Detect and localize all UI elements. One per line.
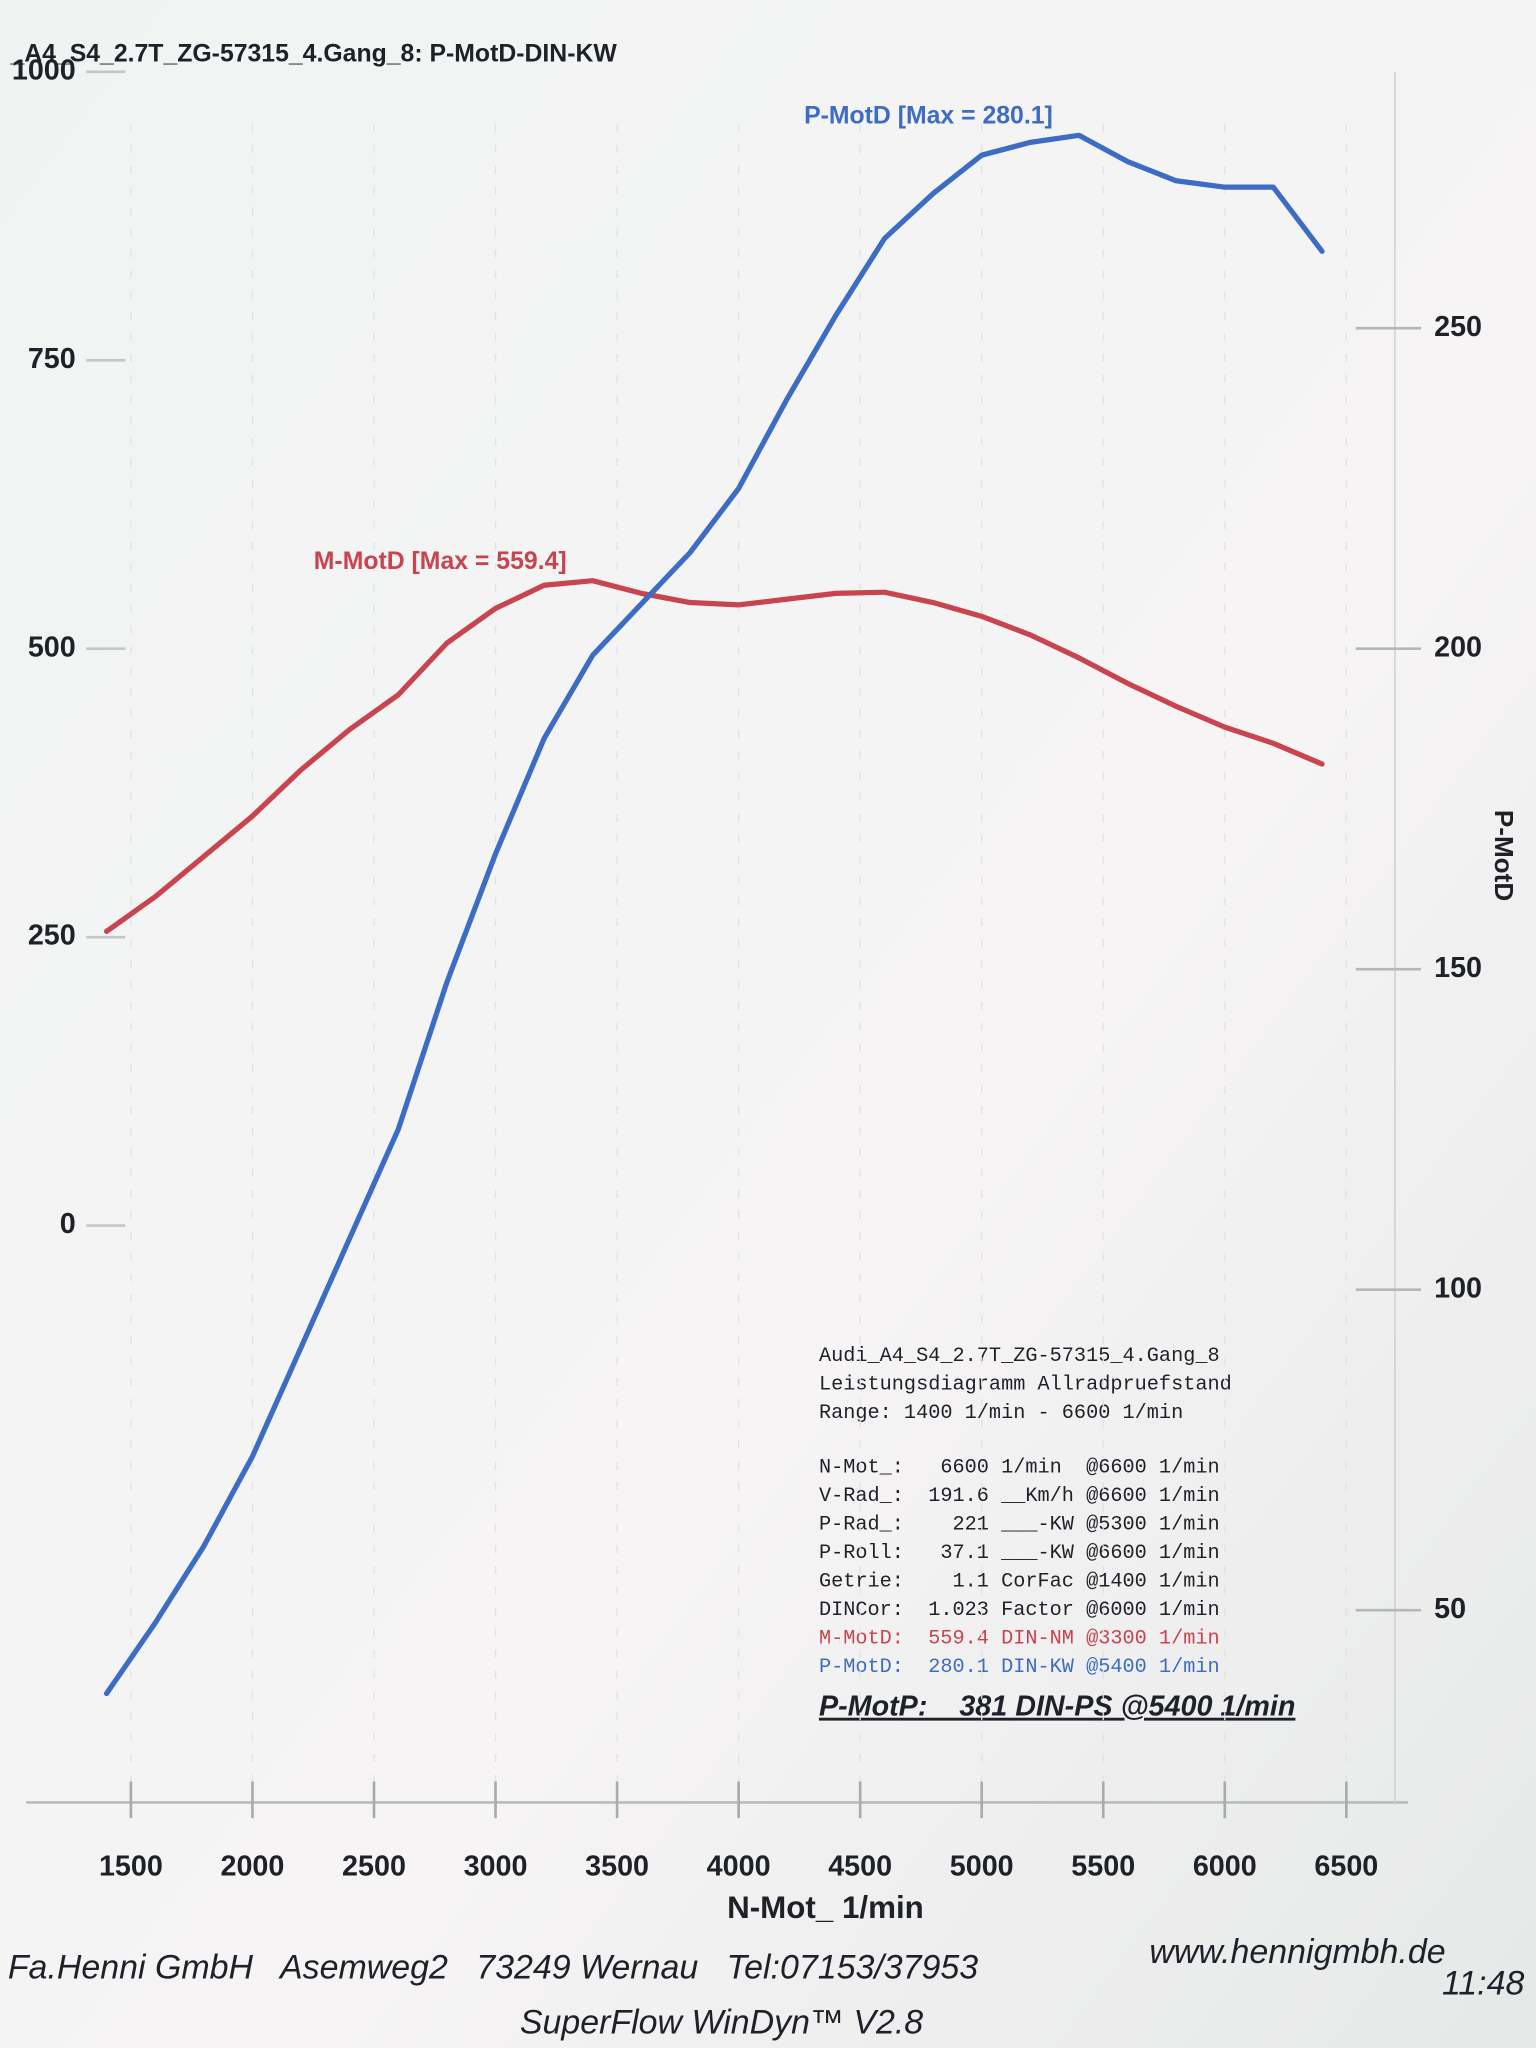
info-line: DINCor: 1.023 Factor @6000 1/min: [819, 1599, 1220, 1622]
info-box: Audi_A4_S4_2.7T_ZG-57315_4.Gang_8 Leistun…: [819, 1345, 1295, 1723]
x-tick-label: 1500: [99, 1850, 163, 1882]
x-tick-label: 5000: [950, 1850, 1014, 1882]
footer-url: www.hennigmbh.de: [1149, 1933, 1445, 1971]
x-tick-label: 4500: [828, 1850, 892, 1882]
x-axis-label: N-Mot_ 1/min: [727, 1890, 924, 1925]
y-tick-label: 500: [28, 631, 76, 663]
summary: P-MotP: 381 DIN-PS @5400 1/min: [819, 1691, 1295, 1723]
annotation: P-MotD [Max = 280.1]: [804, 103, 1053, 130]
y2-tick-label: 250: [1434, 311, 1482, 343]
info-line: Leistungsdiagramm Allradpruefstand: [819, 1374, 1232, 1397]
y-tick-label: 1000: [12, 54, 76, 86]
info-line: V-Rad_: 191.6 __Km/h @6600 1/min: [819, 1485, 1220, 1508]
y-tick-label: 0: [60, 1208, 76, 1240]
footer-time: 11:48: [1442, 1964, 1525, 2002]
x-tick-label: 3500: [585, 1850, 649, 1882]
info-line: N-Mot_: 6600 1/min @6600 1/min: [819, 1457, 1220, 1480]
x-tick-label: 4000: [707, 1850, 771, 1882]
footer-software: SuperFlow WinDyn™ V2.8: [520, 2003, 923, 2041]
info-line: Audi_A4_S4_2.7T_ZG-57315_4.Gang_8: [819, 1345, 1220, 1368]
info-line: P-Roll: 37.1 ___-KW @6600 1/min: [819, 1542, 1220, 1565]
y2-tick-label: 100: [1434, 1272, 1482, 1304]
x-tick-label: 5500: [1071, 1850, 1135, 1882]
info-line: P-MotD: 280.1 DIN-KW @5400 1/min: [819, 1656, 1220, 1679]
x-tick-label: 2500: [342, 1850, 406, 1882]
info-line: P-Rad_: 221 ___-KW @5300 1/min: [819, 1514, 1220, 1537]
footer-address: Fa.Henni GmbH Asemweg2 73249 Wernau Tel:…: [8, 1949, 978, 1987]
info-line: Getrie: 1.1 CorFac @1400 1/min: [819, 1571, 1220, 1594]
y2-tick-label: 200: [1434, 631, 1482, 663]
info-line: M-MotD: 559.4 DIN-NM @3300 1/min: [819, 1627, 1220, 1650]
chart-title: _A4_S4_2.7T_ZG-57315_4.Gang_8: P-MotD-DI…: [9, 40, 617, 67]
x-tick-label: 6500: [1314, 1850, 1378, 1882]
series-line: [103, 132, 1325, 1697]
y-tick-label: 750: [28, 343, 76, 375]
y2-axis-label: P-MotD: [1489, 810, 1519, 901]
x-tick-label: 6000: [1193, 1850, 1257, 1882]
y2-tick-label: 50: [1434, 1593, 1466, 1625]
y2-tick-label: 150: [1434, 952, 1482, 984]
info-line: Range: 1400 1/min - 6600 1/min: [819, 1402, 1183, 1425]
x-tick-label: 2000: [220, 1850, 284, 1882]
series-line: [103, 578, 1325, 935]
y-tick-label: 250: [28, 920, 76, 952]
x-tick-label: 3000: [464, 1850, 528, 1882]
annotation: M-MotD [Max = 559.4]: [314, 548, 567, 575]
